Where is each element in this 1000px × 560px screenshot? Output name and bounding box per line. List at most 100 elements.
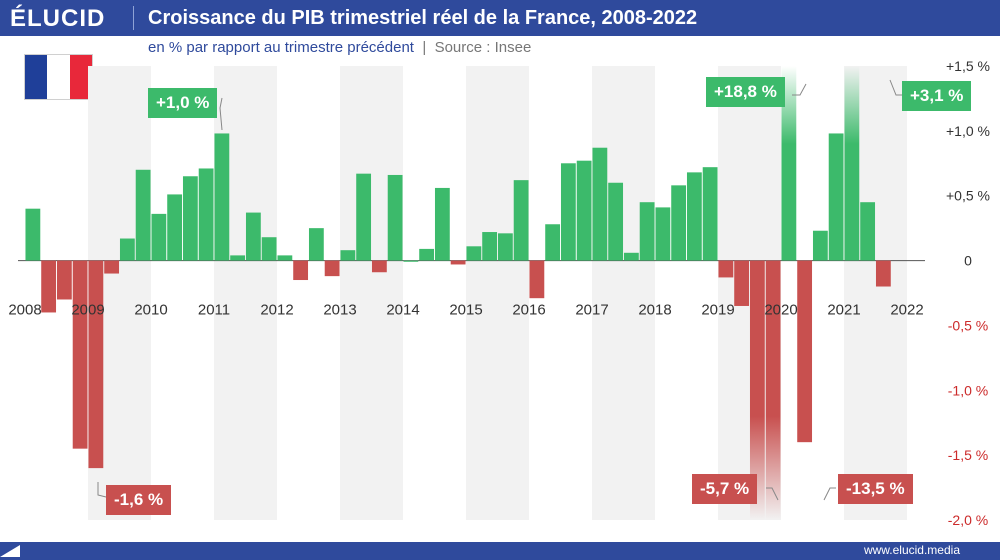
bar-2021-T2 [860,202,876,261]
header-divider [133,6,134,30]
year-label-2017: 2017 [575,302,608,319]
flag-stripe-red [69,55,92,99]
year-label-2022: 2022 [890,302,923,319]
y-tick-label: +1,0 % [946,123,990,139]
bar-2008-T3 [56,260,72,300]
bar-2014-T3 [434,187,450,261]
year-band [340,66,403,520]
callout-2020-T3: +18,8 % [706,77,785,107]
year-label-2010: 2010 [134,302,167,319]
bar-2012-T2 [293,260,309,281]
leader-line-2020-T1 [766,487,779,501]
flag-stripe-blue [25,55,48,99]
bar-2013-T4 [387,174,403,261]
y-tick-label: -1,0 % [948,382,988,398]
footer-bar: www.elucid.media [0,542,1000,560]
bar-2009-T2 [104,260,120,274]
bar-2009-T1 [88,260,104,469]
bar-2008-T2 [41,260,57,313]
year-label-2020: 2020 [764,302,797,319]
year-label-2015: 2015 [449,302,482,319]
bar-2014-T1 [403,260,419,262]
bar-2017-T1 [592,147,608,261]
year-label-2008: 2008 [8,302,41,319]
flag-stripe-white [47,55,70,99]
bar-2010-T1 [151,213,167,261]
bar-2011-T3 [245,212,261,261]
bar-2018-T2 [671,185,687,261]
year-label-2016: 2016 [512,302,545,319]
subtitle-source: Source : Insee [434,39,532,56]
year-label-2013: 2013 [323,302,356,319]
bar-2008-T4 [72,260,88,449]
bar-2017-T2 [608,182,624,261]
footer-url[interactable]: www.elucid.media [863,543,960,557]
bar-2021-T3 [875,260,891,287]
y-tick-label: 0 [964,253,972,269]
y-tick-label: +1,5 % [946,58,990,74]
chart-subtitle: en % par rapport au trimestre précédent … [148,39,531,56]
bar-2013-T3 [371,260,387,273]
year-label-2019: 2019 [701,302,734,319]
bar-2011-T2 [230,255,246,261]
bar-2016-T1 [529,260,545,299]
bar-2019-T2 [734,260,750,306]
year-label-2021: 2021 [827,302,860,319]
bar-2019-T3 [749,260,765,520]
bar-2021-T1 [844,66,860,261]
bar-2010-T2 [167,194,183,261]
year-band [466,66,529,520]
bar-2011-T1 [214,133,230,261]
bar-2014-T2 [419,248,435,261]
callout-2020-T2: -13,5 % [838,474,913,504]
bar-2020-T1 [781,66,797,261]
y-tick-label: -0,5 % [948,317,988,333]
leader-line-2021-T3 [889,79,902,96]
callout-2011-T1: +1,0 % [148,88,218,118]
callout-2020-T1: -5,7 % [692,474,758,504]
bar-2013-T2 [356,173,372,261]
leader-line-2009-T1 [97,482,107,498]
year-label-2011: 2011 [198,302,230,319]
bar-2015-T4 [513,180,529,261]
bar-2010-T4 [198,168,214,261]
bar-2014-T4 [450,260,466,265]
elucid-mark-icon [0,545,20,557]
bar-2017-T4 [639,202,655,261]
year-label-2009: 2009 [71,302,104,319]
callout-2021-T3: +3,1 % [902,81,972,111]
bar-2019-T4 [765,260,781,520]
bar-2012-T3 [308,228,324,261]
elucid-logo: ÉLUCID [10,5,106,32]
bar-2015-T3 [497,233,513,261]
bar-2018-T1 [655,207,671,261]
header-bar: ÉLUCID Croissance du PIB trimestriel rée… [0,0,1000,36]
bar-2013-T1 [340,250,356,261]
bar-2018-T4 [702,167,718,261]
subtitle-main: en % par rapport au trimestre précédent [148,39,414,56]
bar-2009-T4 [135,169,151,261]
subtitle-separator: | [422,39,427,56]
leader-line-2020-T3 [792,83,807,96]
bar-2010-T3 [182,176,198,261]
leader-line-2011-T1 [219,97,223,131]
y-tick-label: -1,5 % [948,447,988,463]
bar-2012-T4 [324,260,340,277]
bar-2019-T1 [718,260,734,278]
bar-2018-T3 [686,172,702,261]
y-tick-label: +0,5 % [946,188,990,204]
bar-2016-T4 [576,160,592,261]
chart-title: Croissance du PIB trimestriel réel de la… [148,7,698,29]
year-label-2018: 2018 [638,302,671,319]
leader-line-2020-T2 [823,487,836,501]
callout-2009-T1: -1,6 % [106,485,172,515]
year-label-2014: 2014 [386,302,419,319]
bar-2012-T1 [277,255,293,261]
bar-2008-T1 [25,208,41,261]
bar-2020-T2 [797,260,813,443]
year-band [592,66,655,520]
bar-2015-T2 [482,232,498,261]
bar-2020-T3 [812,230,828,261]
bar-2011-T4 [261,237,277,261]
